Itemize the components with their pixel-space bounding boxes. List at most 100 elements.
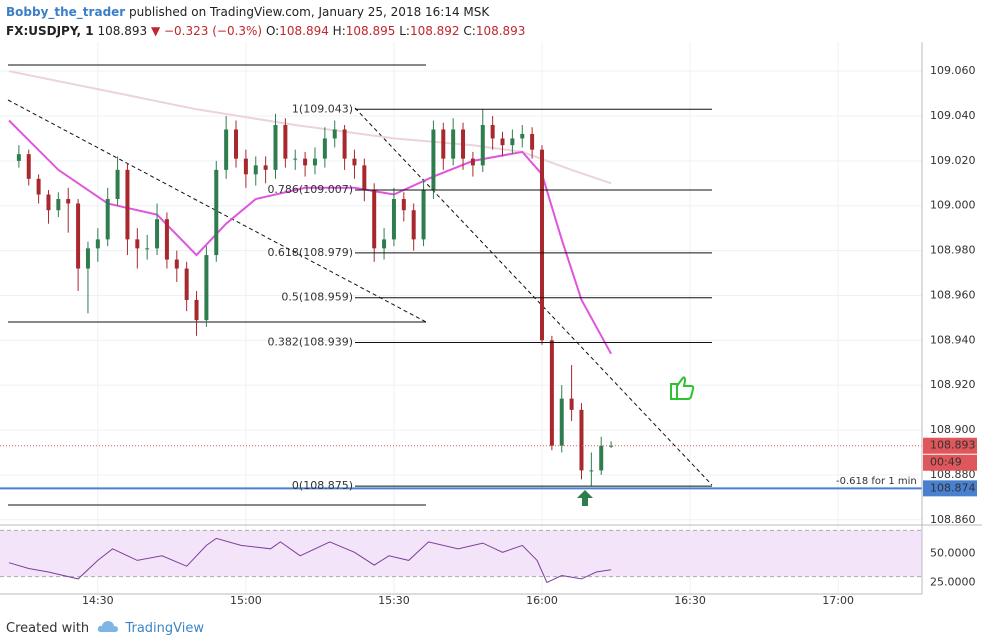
x-tick-label: 15:30: [378, 594, 410, 607]
candle-body: [184, 268, 189, 300]
rsi-band: [0, 530, 922, 577]
x-tick-label: 16:30: [674, 594, 706, 607]
moving-average: [8, 70, 612, 185]
candle-body: [56, 199, 61, 211]
candle-body: [293, 158, 298, 160]
y-tick-label: 50.0000: [930, 546, 976, 559]
price-label-box: [923, 480, 977, 497]
brand[interactable]: TradingView: [125, 621, 204, 636]
candle-body: [589, 470, 594, 472]
candle-body: [520, 133, 525, 139]
candle-body: [16, 154, 21, 161]
y-tick-label: 108.960: [930, 288, 976, 301]
ohlc-key: C:: [463, 24, 476, 38]
candle-body: [559, 398, 564, 446]
candle-body: [273, 124, 278, 170]
logo: [98, 621, 119, 632]
ohlc: O:108.894 H:108.895 L:108.892 C:108.893: [266, 24, 526, 38]
header: Bobby_the_trader published on TradingVie…: [6, 3, 525, 41]
logo-cloud: [98, 621, 119, 632]
footer: Created with TradingView: [6, 618, 204, 636]
countdown-box: [923, 454, 977, 471]
candle-body: [26, 154, 31, 179]
fib-label: 0.382(108.939): [267, 336, 353, 349]
footer-text: Created with: [6, 621, 90, 636]
candle-body: [125, 169, 130, 240]
price-label: 108.893: [930, 439, 976, 452]
drawings: [7, 64, 713, 506]
candle-body: [609, 445, 614, 447]
candle-body: [145, 248, 150, 250]
fib-label: 0.786(109.007): [267, 183, 353, 196]
candle-body: [263, 165, 268, 170]
y-tick-label: 108.920: [930, 378, 976, 391]
candle-body: [451, 129, 456, 159]
candle-body: [322, 138, 327, 159]
y-tick-label: 25.0000: [930, 575, 976, 588]
candle-body: [352, 158, 357, 166]
candle-body: [549, 340, 554, 446]
candle-body: [174, 259, 179, 269]
candle-body: [332, 129, 337, 139]
ohlc-value: 108.893: [475, 24, 526, 38]
candle-body: [510, 138, 515, 146]
ohlc-value: 108.892: [409, 24, 460, 38]
x-tick-label: 17:00: [822, 594, 854, 607]
candle-body: [66, 199, 71, 204]
ohlc-key: O:: [265, 24, 280, 38]
y-tick-label: 108.860: [930, 513, 976, 526]
y-tick-label: 108.880: [930, 468, 976, 481]
trend-line: [354, 107, 713, 486]
moving-average: [8, 119, 612, 355]
author[interactable]: Bobby_the_trader: [6, 5, 126, 19]
published: published on TradingView.com, January 25…: [129, 5, 490, 19]
candle-body: [164, 219, 169, 260]
candle-body: [36, 178, 41, 195]
candle-body: [303, 158, 308, 166]
candle-body: [401, 199, 406, 211]
candle-body: [224, 129, 229, 170]
candle-body: [391, 199, 396, 240]
y-tick-label: 108.940: [930, 333, 976, 346]
fib-label: 0.5(108.959): [281, 291, 353, 304]
candle-body: [253, 165, 258, 175]
grid: [0, 42, 922, 594]
last-price: 108.893: [97, 24, 148, 38]
candle-body: [382, 239, 387, 249]
candle-body: [95, 239, 100, 249]
candle-body: [530, 133, 535, 150]
x-tick-label: 14:30: [82, 594, 114, 607]
candle-body: [85, 248, 90, 269]
y-tick-label: 108.900: [930, 423, 976, 436]
candle-body: [46, 194, 51, 211]
symbol: FX:USDJPY, 1: [6, 24, 94, 38]
ohlc-value: 108.895: [345, 24, 396, 38]
y-tick-label: 109.000: [930, 199, 976, 212]
candle-body: [243, 158, 248, 175]
candle-body: [214, 169, 219, 256]
candle-body: [569, 398, 574, 410]
candle-body: [599, 445, 604, 471]
candle-body: [204, 255, 209, 321]
change: ▼ −0.323 (−0.3%): [150, 24, 263, 38]
candle-body: [490, 124, 495, 139]
x-tick-label: 15:00: [230, 594, 262, 607]
candle-body: [155, 219, 160, 249]
candle-body: [283, 124, 288, 159]
ohlc-key: H:: [332, 24, 346, 38]
candle-body: [480, 124, 485, 166]
ohlc-key: L:: [399, 24, 410, 38]
trend-line: [7, 99, 427, 323]
candle-body: [461, 129, 466, 159]
price-label-box: [923, 437, 977, 454]
fib-label: 0.618(108.979): [267, 246, 353, 259]
candle-body: [234, 129, 239, 159]
header-line: FX:USDJPY, 1 108.893 ▼ −0.323 (−0.3%) O:…: [6, 22, 525, 41]
candle-body: [421, 190, 426, 240]
candle-body: [135, 239, 140, 249]
candle-body: [342, 129, 347, 159]
y-tick-label: 109.040: [930, 109, 976, 122]
header-line: Bobby_the_trader published on TradingVie…: [6, 3, 525, 22]
candle-body: [372, 190, 377, 249]
